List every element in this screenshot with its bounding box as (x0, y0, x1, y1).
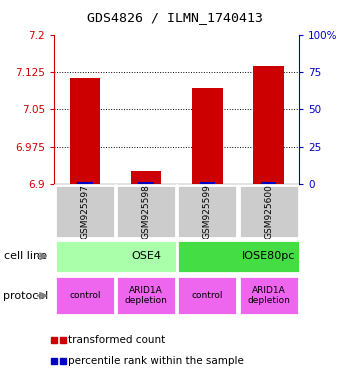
Text: GDS4826 / ILMN_1740413: GDS4826 / ILMN_1740413 (87, 11, 263, 24)
Bar (200, 182, 215, 184)
FancyBboxPatch shape (55, 185, 115, 238)
Text: GSM925599: GSM925599 (203, 184, 212, 238)
Bar (253, 66, 284, 184)
Text: control: control (192, 291, 223, 300)
Text: OSE4: OSE4 (131, 251, 161, 262)
Bar (139, 182, 154, 184)
FancyBboxPatch shape (177, 240, 329, 273)
FancyBboxPatch shape (239, 276, 299, 315)
Bar (192, 88, 223, 184)
Bar (77, 182, 92, 184)
Text: GSM925597: GSM925597 (80, 184, 89, 238)
Text: transformed count: transformed count (68, 335, 166, 345)
FancyBboxPatch shape (116, 185, 176, 238)
Text: control: control (69, 291, 101, 300)
Text: percentile rank within the sample: percentile rank within the sample (68, 356, 244, 366)
Text: GSM925598: GSM925598 (142, 184, 150, 238)
FancyBboxPatch shape (239, 185, 299, 238)
Text: ARID1A
depletion: ARID1A depletion (247, 286, 290, 305)
Text: ARID1A
depletion: ARID1A depletion (125, 286, 168, 305)
Text: IOSE80pc: IOSE80pc (242, 251, 295, 262)
Bar (70, 78, 100, 184)
FancyBboxPatch shape (55, 276, 115, 315)
FancyBboxPatch shape (177, 276, 237, 315)
FancyBboxPatch shape (55, 240, 207, 273)
Text: GSM925600: GSM925600 (264, 184, 273, 238)
Bar (261, 182, 276, 184)
FancyBboxPatch shape (177, 185, 237, 238)
Bar (131, 171, 161, 184)
FancyBboxPatch shape (116, 276, 176, 315)
Text: protocol: protocol (4, 291, 49, 301)
Text: cell line: cell line (4, 251, 47, 262)
